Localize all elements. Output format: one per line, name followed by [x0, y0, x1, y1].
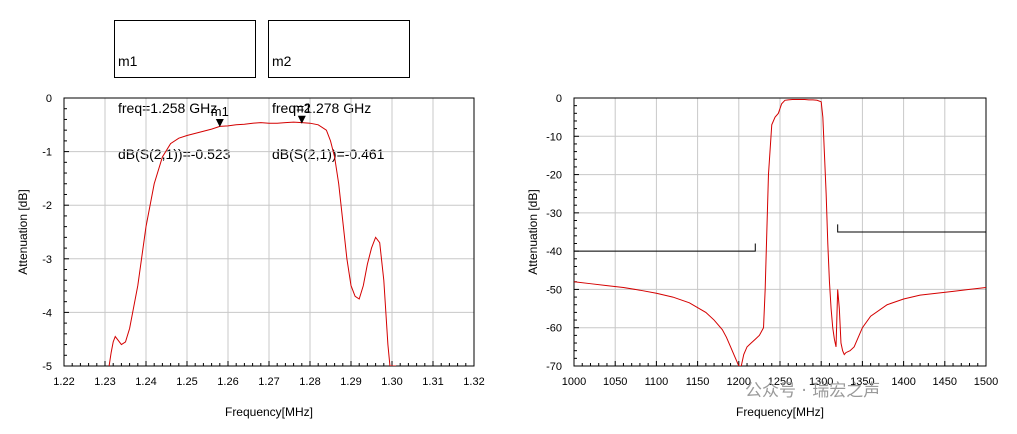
y-tick-label: -10: [546, 131, 562, 143]
y-tick-label: -1: [42, 147, 52, 159]
y-tick-label: -70: [546, 361, 562, 373]
x-tick-label: 1.29: [340, 376, 361, 388]
marker-readout-name: m2: [272, 53, 292, 69]
spec-mask-line: [837, 224, 986, 233]
marker-label-m1: m1: [211, 104, 229, 119]
x-tick-label: 1.32: [463, 376, 484, 388]
y-tick-label: -50: [546, 284, 562, 296]
spec-mask-line: [574, 243, 756, 252]
marker-readout-m2: m2 freq=1.278 GHz dB(S(2,1))=-0.461: [268, 20, 410, 162]
x-tick-label: 1.25: [176, 376, 197, 388]
x-tick-label: 1.31: [422, 376, 443, 388]
x-axis-label: Frequency[MHz]: [736, 405, 824, 419]
marker-readout-freq: freq=1.258 GHz: [118, 99, 218, 116]
y-tick-label: -5: [42, 361, 52, 373]
marker-label-m2: m2: [293, 101, 311, 116]
y-tick-label: 0: [46, 93, 52, 105]
x-tick-label: 1.27: [258, 376, 279, 388]
y-axis-label: Attenuation [dB]: [16, 189, 30, 274]
watermark: 公众号 · 瑞宏之声: [745, 381, 881, 401]
y-tick-label: -30: [546, 208, 562, 220]
y-tick-label: -20: [546, 170, 562, 182]
series-trace-s21: [108, 121, 397, 366]
x-tick-label: 1450: [933, 376, 957, 388]
y-tick-label: -3: [42, 254, 52, 266]
x-tick-label: 1150: [686, 376, 710, 388]
x-tick-label: 1.24: [135, 376, 156, 388]
x-tick-label: 1000: [562, 376, 586, 388]
y-tick-label: -60: [546, 323, 562, 335]
x-tick-label: 1.28: [299, 376, 320, 388]
x-tick-label: 1.23: [94, 376, 115, 388]
y-tick-label: -4: [42, 307, 52, 319]
x-tick-label: 1050: [603, 376, 627, 388]
y-tick-label: -2: [42, 200, 52, 212]
marker-readout-freq: freq=1.278 GHz: [272, 99, 372, 116]
y-axis-label: Attenuation [dB]: [526, 189, 540, 274]
x-tick-label: 1500: [974, 376, 998, 388]
x-tick-label: 1.22: [53, 376, 74, 388]
series-trace-s21: [574, 99, 986, 366]
marker-triangle-m2: [297, 115, 306, 124]
x-axis-label: Frequency[MHz]: [225, 405, 313, 419]
x-tick-label: 1.30: [381, 376, 402, 388]
marker-triangle-m1: [215, 119, 224, 128]
x-tick-label: 1100: [645, 376, 669, 388]
x-tick-label: 1.26: [217, 376, 238, 388]
x-tick-label: 1200: [727, 376, 751, 388]
y-tick-label: -40: [546, 246, 562, 258]
x-tick-label: 1250: [768, 376, 792, 388]
y-tick-label: 0: [556, 93, 562, 105]
x-tick-label: 1300: [809, 376, 833, 388]
marker-readout-name: m1: [118, 53, 138, 69]
x-tick-label: 1400: [891, 376, 915, 388]
x-tick-label: 1350: [850, 376, 874, 388]
marker-readout-db: dB(S(2,1))=-0.461: [272, 146, 385, 162]
